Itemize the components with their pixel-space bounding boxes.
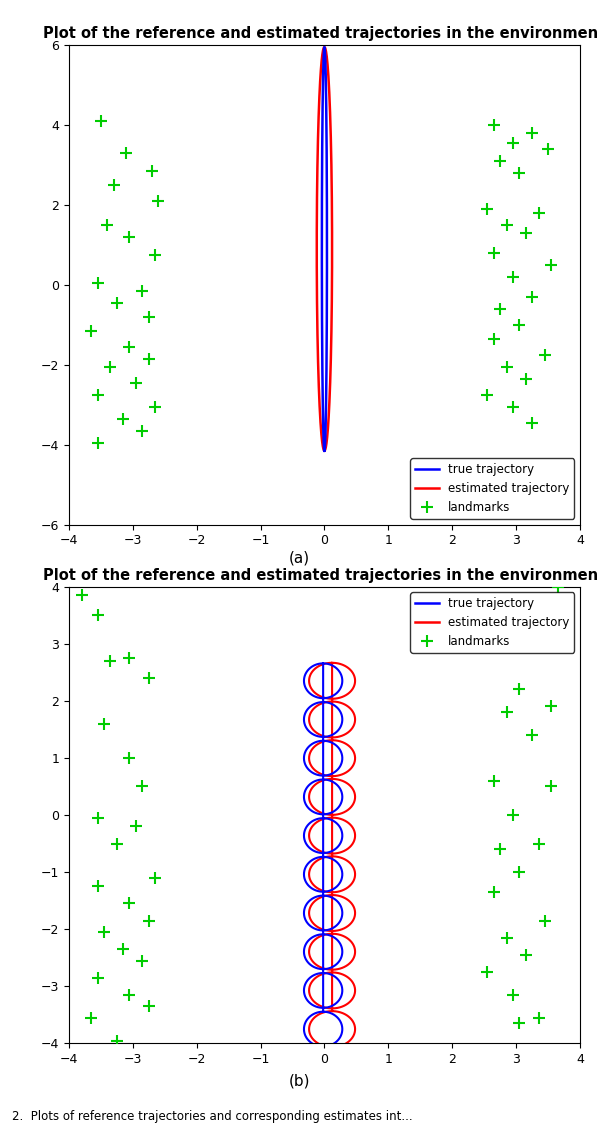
Text: (a): (a): [288, 550, 310, 566]
Legend: true trajectory, estimated trajectory, landmarks: true trajectory, estimated trajectory, l…: [410, 458, 574, 519]
Text: 2.  Plots of reference trajectories and corresponding estimates int...: 2. Plots of reference trajectories and c…: [12, 1110, 413, 1123]
Title: Plot of the reference and estimated trajectories in the environment: Plot of the reference and estimated traj…: [43, 567, 598, 583]
Legend: true trajectory, estimated trajectory, landmarks: true trajectory, estimated trajectory, l…: [410, 592, 574, 653]
Title: Plot of the reference and estimated trajectories in the environment: Plot of the reference and estimated traj…: [43, 26, 598, 42]
Text: (b): (b): [288, 1073, 310, 1089]
